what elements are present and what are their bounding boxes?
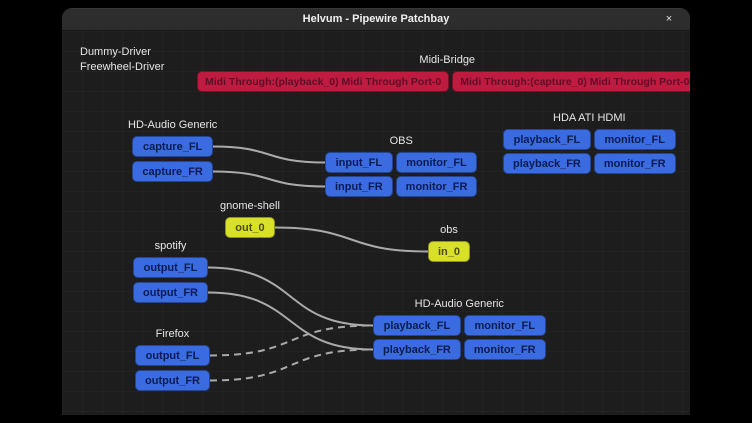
- patchbay-canvas: Dummy-Driver Freewheel-Driver Midi-Bridg…: [62, 31, 690, 415]
- node-title: HD-Audio Generic: [128, 119, 218, 131]
- node-title: HDA ATI HDMI: [553, 112, 626, 124]
- patch-cable: [207, 291, 374, 351]
- patch-cable: [212, 170, 326, 188]
- driver-labels: Dummy-Driver Freewheel-Driver: [80, 45, 164, 75]
- connection-links: [207, 145, 429, 382]
- titlebar[interactable]: Helvum - Pipewire Patchbay ×: [62, 8, 690, 31]
- node-spotify[interactable]: spotify output_FL output_FR: [133, 239, 208, 303]
- node-title: Midi-Bridge: [419, 54, 476, 66]
- node-freewheel-driver: Freewheel-Driver: [80, 61, 165, 73]
- port-playback-fl[interactable]: playback_FL: [373, 315, 461, 336]
- port-playback-fr[interactable]: playback_FR: [503, 153, 591, 174]
- port-midi-through-capture[interactable]: Midi Through:(capture_0) Midi Through Po…: [452, 71, 690, 92]
- port-input-fr[interactable]: input_FR: [325, 176, 393, 197]
- window-title: Helvum - Pipewire Patchbay: [302, 13, 450, 25]
- port-out-0[interactable]: out_0: [225, 217, 275, 238]
- node-title: HD-Audio Generic: [414, 298, 504, 310]
- node-obs-screencast[interactable]: obs in_0: [428, 223, 471, 262]
- close-icon[interactable]: ×: [665, 13, 673, 25]
- patch-cable: [274, 226, 429, 253]
- patch-cable: [209, 324, 374, 357]
- patch-cable: [212, 145, 326, 164]
- port-monitor-fr[interactable]: monitor_FR: [463, 339, 546, 360]
- port-output-fr[interactable]: output_FR: [133, 282, 208, 303]
- port-in-0[interactable]: in_0: [428, 241, 471, 262]
- node-title: obs: [440, 224, 458, 236]
- patch-cable: [207, 266, 374, 327]
- node-title: Firefox: [155, 328, 190, 340]
- port-monitor-fl[interactable]: monitor_FL: [395, 152, 478, 173]
- port-monitor-fr[interactable]: monitor_FR: [395, 176, 478, 197]
- port-capture-fl[interactable]: capture_FL: [132, 136, 213, 157]
- port-output-fl[interactable]: output_FL: [133, 257, 208, 278]
- node-dummy-driver: Dummy-Driver: [80, 46, 151, 58]
- node-hd-audio-generic-capture[interactable]: HD-Audio Generic capture_FL capture_FR: [128, 118, 217, 182]
- port-playback-fl[interactable]: playback_FL: [503, 129, 591, 150]
- port-capture-fr[interactable]: capture_FR: [132, 161, 213, 182]
- port-monitor-fr[interactable]: monitor_FR: [593, 153, 676, 174]
- node-obs[interactable]: OBS input_FL monitor_FL input_FR monitor…: [325, 134, 478, 197]
- port-output-fr[interactable]: output_FR: [135, 370, 210, 391]
- helvum-window: Helvum - Pipewire Patchbay × Dummy-Drive…: [62, 8, 690, 415]
- port-input-fl[interactable]: input_FL: [325, 152, 393, 173]
- port-monitor-fl[interactable]: monitor_FL: [593, 129, 676, 150]
- node-hda-ati-hdmi[interactable]: HDA ATI HDMI playback_FL monitor_FL play…: [503, 111, 676, 174]
- node-midi-bridge[interactable]: Midi-Bridge Midi Through:(playback_0) Mi…: [197, 53, 690, 92]
- port-playback-fr[interactable]: playback_FR: [373, 339, 461, 360]
- port-output-fl[interactable]: output_FL: [135, 345, 210, 366]
- port-monitor-fl[interactable]: monitor_FL: [463, 315, 546, 336]
- node-hd-audio-generic-playback[interactable]: HD-Audio Generic playback_FL monitor_FL …: [373, 297, 546, 360]
- node-gnome-shell[interactable]: gnome-shell out_0: [220, 199, 280, 238]
- port-midi-through-playback[interactable]: Midi Through:(playback_0) Midi Through P…: [197, 71, 450, 92]
- node-title: OBS: [389, 135, 413, 147]
- patch-cable: [209, 348, 374, 382]
- node-title: gnome-shell: [220, 200, 280, 212]
- node-title: spotify: [154, 240, 187, 252]
- node-firefox[interactable]: Firefox output_FL output_FR: [135, 327, 210, 391]
